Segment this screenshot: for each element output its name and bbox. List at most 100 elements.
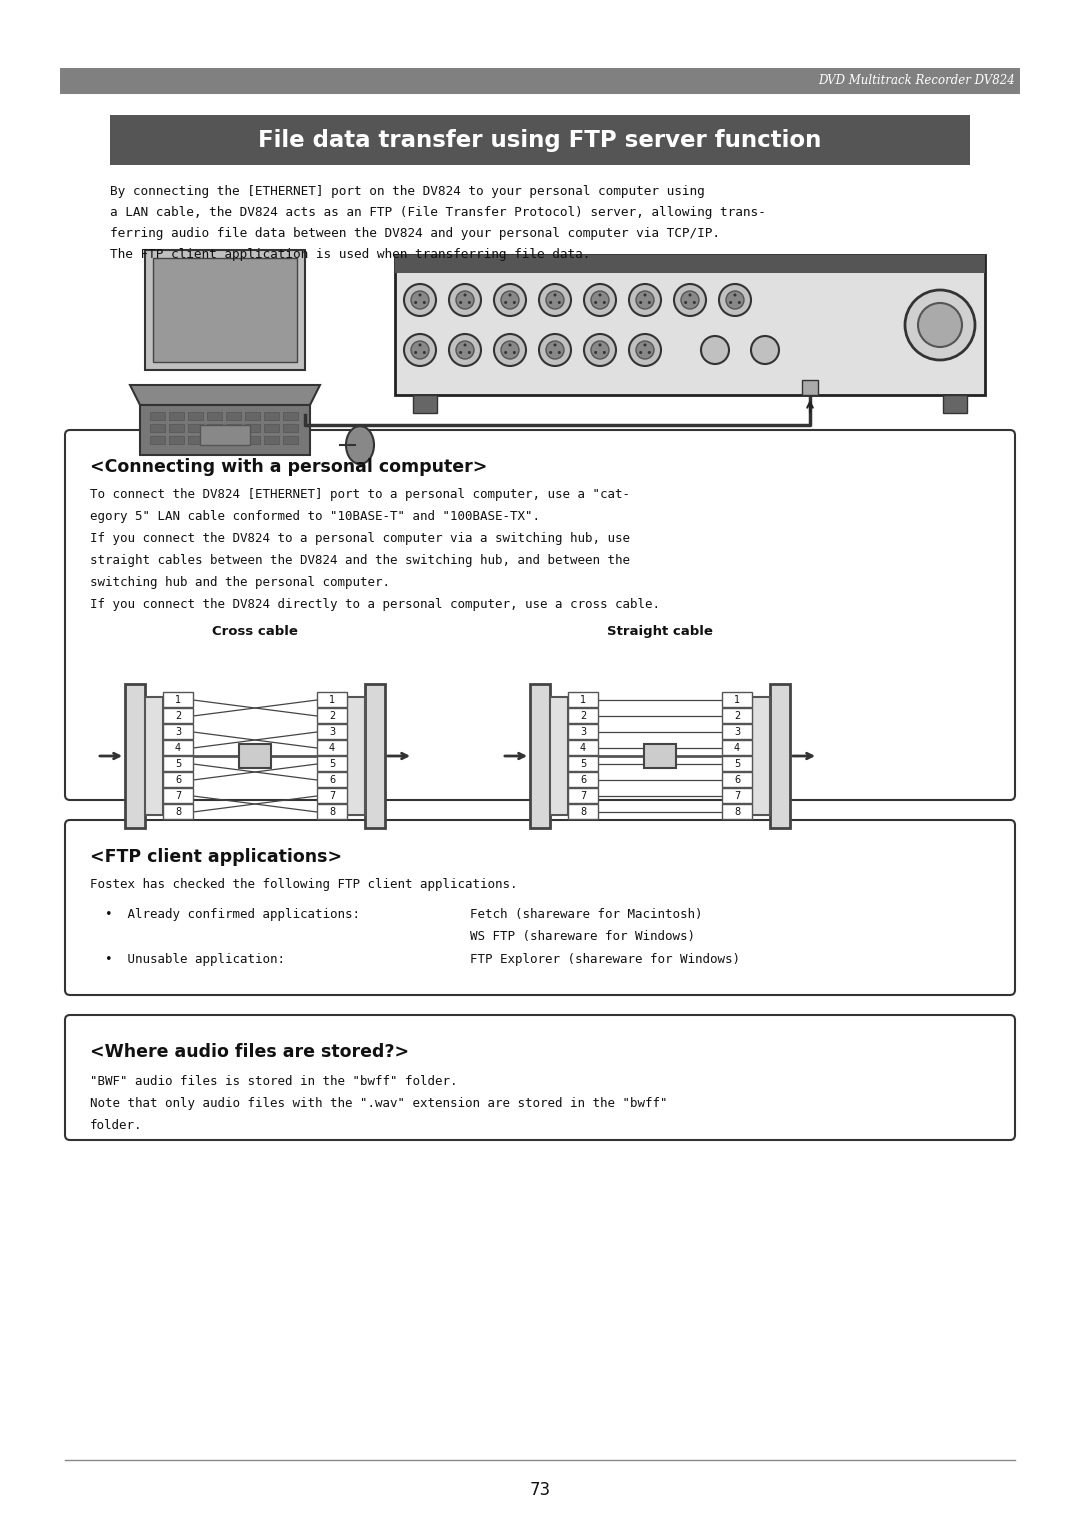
Text: Fetch (shareware for Macintosh): Fetch (shareware for Macintosh) <box>470 908 702 921</box>
Text: 3: 3 <box>734 727 740 736</box>
Circle shape <box>603 301 606 304</box>
Text: 6: 6 <box>329 775 335 785</box>
Bar <box>318 740 347 755</box>
Text: Straight cable: Straight cable <box>607 625 713 639</box>
Circle shape <box>509 344 512 347</box>
Bar <box>207 413 222 420</box>
Bar <box>347 697 365 814</box>
Text: 4: 4 <box>329 743 335 753</box>
Bar <box>318 692 347 707</box>
Text: DVD Multitrack Recorder DV824: DVD Multitrack Recorder DV824 <box>819 75 1015 87</box>
Text: switching hub and the personal computer.: switching hub and the personal computer. <box>90 576 390 588</box>
Circle shape <box>751 336 779 364</box>
Circle shape <box>636 290 654 309</box>
Text: <FTP client applications>: <FTP client applications> <box>90 848 342 866</box>
Bar <box>723 788 752 804</box>
Circle shape <box>719 284 751 316</box>
Bar <box>644 744 676 769</box>
Circle shape <box>539 284 571 316</box>
Text: ferring audio file data between the DV824 and your personal computer via TCP/IP.: ferring audio file data between the DV82… <box>110 228 720 240</box>
Circle shape <box>629 335 661 367</box>
Bar <box>723 804 752 819</box>
Text: 5: 5 <box>580 759 586 769</box>
Text: 2: 2 <box>329 711 335 721</box>
Text: 7: 7 <box>175 792 181 801</box>
Circle shape <box>644 293 647 296</box>
Bar <box>723 707 752 723</box>
Circle shape <box>546 341 564 359</box>
Bar <box>168 423 184 432</box>
Text: 7: 7 <box>580 792 586 801</box>
Bar <box>723 772 752 787</box>
Circle shape <box>468 301 471 304</box>
Text: File data transfer using FTP server function: File data transfer using FTP server func… <box>258 128 822 151</box>
Text: By connecting the [ETHERNET] port on the DV824 to your personal computer using: By connecting the [ETHERNET] port on the… <box>110 185 705 199</box>
Bar <box>723 756 752 772</box>
Bar <box>530 685 550 828</box>
Text: straight cables between the DV824 and the switching hub, and between the: straight cables between the DV824 and th… <box>90 555 630 567</box>
Circle shape <box>549 351 552 354</box>
Text: 2: 2 <box>734 711 740 721</box>
Circle shape <box>513 301 516 304</box>
Ellipse shape <box>346 426 374 465</box>
Circle shape <box>459 351 462 354</box>
Text: 8: 8 <box>175 807 181 817</box>
Bar <box>568 724 598 740</box>
Bar <box>723 692 752 707</box>
Bar <box>568 788 598 804</box>
Circle shape <box>639 301 643 304</box>
Text: 5: 5 <box>734 759 740 769</box>
Circle shape <box>648 301 651 304</box>
Text: 6: 6 <box>580 775 586 785</box>
Circle shape <box>636 341 654 359</box>
Circle shape <box>591 290 609 309</box>
Bar <box>245 423 260 432</box>
Bar <box>723 724 752 740</box>
FancyBboxPatch shape <box>65 429 1015 801</box>
Text: 3: 3 <box>329 727 335 736</box>
Bar <box>145 697 163 814</box>
Circle shape <box>419 293 421 296</box>
Bar <box>770 685 789 828</box>
Bar <box>140 405 310 455</box>
Bar <box>318 804 347 819</box>
Circle shape <box>738 301 741 304</box>
Text: 1: 1 <box>175 695 181 704</box>
Circle shape <box>468 351 471 354</box>
Polygon shape <box>130 385 320 405</box>
Circle shape <box>681 290 699 309</box>
Circle shape <box>554 293 556 296</box>
Text: 4: 4 <box>580 743 586 753</box>
Bar <box>150 435 165 445</box>
Text: "BWF" audio files is stored in the "bwff" folder.: "BWF" audio files is stored in the "bwff… <box>90 1076 458 1088</box>
Text: 4: 4 <box>175 743 181 753</box>
Bar <box>153 258 297 362</box>
Circle shape <box>648 351 651 354</box>
Text: Note that only audio files with the ".wav" extension are stored in the "bwff": Note that only audio files with the ".wa… <box>90 1097 667 1109</box>
Bar <box>318 724 347 740</box>
Circle shape <box>905 290 975 361</box>
Text: •  Already confirmed applications:: • Already confirmed applications: <box>105 908 360 921</box>
Bar <box>318 788 347 804</box>
Circle shape <box>549 301 552 304</box>
Circle shape <box>639 351 643 354</box>
Bar <box>168 413 184 420</box>
Circle shape <box>414 301 417 304</box>
Bar <box>365 685 384 828</box>
Text: 8: 8 <box>329 807 335 817</box>
Circle shape <box>423 351 426 354</box>
Bar <box>163 740 193 755</box>
Bar <box>318 772 347 787</box>
Circle shape <box>494 335 526 367</box>
Circle shape <box>456 341 474 359</box>
Circle shape <box>689 293 691 296</box>
Bar <box>163 756 193 772</box>
Circle shape <box>411 290 429 309</box>
Circle shape <box>414 351 417 354</box>
Text: 1: 1 <box>580 695 586 704</box>
Text: <Connecting with a personal computer>: <Connecting with a personal computer> <box>90 458 487 477</box>
Bar <box>802 380 818 396</box>
Circle shape <box>629 284 661 316</box>
Circle shape <box>404 335 436 367</box>
Circle shape <box>423 301 426 304</box>
